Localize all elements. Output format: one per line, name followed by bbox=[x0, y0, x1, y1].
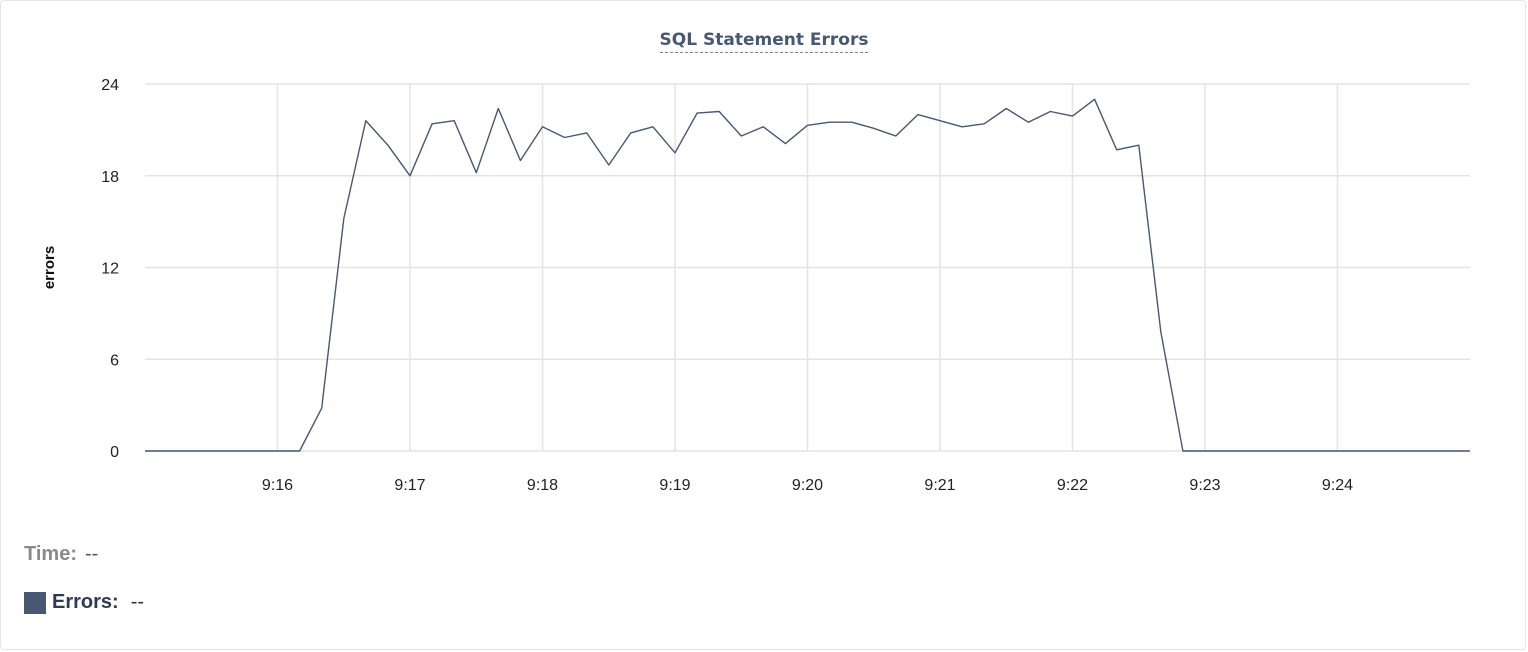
y-tick-label: 24 bbox=[101, 77, 119, 94]
chart-title-text[interactable]: SQL Statement Errors bbox=[659, 30, 869, 53]
time-label: Time: bbox=[24, 543, 77, 565]
legend-time: Time: -- bbox=[24, 543, 98, 566]
x-tick-label: 9:21 bbox=[924, 477, 955, 494]
errors-swatch bbox=[24, 591, 46, 614]
chart-title[interactable]: SQL Statement Errors bbox=[0, 30, 1528, 53]
y-tick-label: 18 bbox=[101, 169, 119, 186]
x-tick-label: 9:20 bbox=[792, 477, 823, 494]
x-tick-label: 9:24 bbox=[1322, 477, 1353, 494]
errors-series-line bbox=[145, 98, 1470, 452]
y-tick-label: 12 bbox=[101, 261, 119, 278]
errors-value: -- bbox=[130, 591, 145, 613]
y-axis-label: errors bbox=[41, 246, 58, 289]
x-tick-label: 9:18 bbox=[527, 477, 558, 494]
x-tick-label: 9:17 bbox=[394, 477, 425, 494]
x-tick-label: 9:22 bbox=[1057, 477, 1088, 494]
x-tick-label: 9:23 bbox=[1189, 477, 1220, 494]
y-tick-label: 6 bbox=[110, 352, 119, 369]
y-tick-label: 0 bbox=[110, 444, 119, 461]
x-tick-label: 9:16 bbox=[262, 477, 293, 494]
x-tick-label: 9:19 bbox=[659, 477, 690, 494]
time-value: -- bbox=[84, 543, 99, 565]
legend-errors: Errors: -- bbox=[24, 591, 144, 614]
errors-label: Errors: bbox=[52, 591, 119, 613]
